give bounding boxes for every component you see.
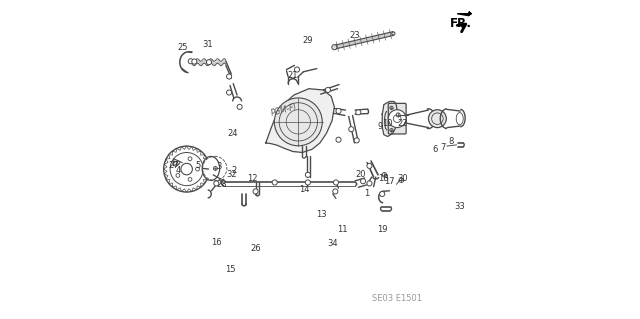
Text: 27: 27 bbox=[168, 161, 179, 170]
Circle shape bbox=[272, 180, 277, 185]
Circle shape bbox=[332, 45, 337, 50]
Text: 16: 16 bbox=[211, 238, 221, 247]
Circle shape bbox=[176, 161, 180, 165]
Circle shape bbox=[428, 110, 446, 128]
Text: 24: 24 bbox=[227, 129, 237, 138]
Text: 34: 34 bbox=[327, 239, 337, 248]
Circle shape bbox=[390, 106, 393, 109]
Text: 7: 7 bbox=[440, 143, 446, 152]
Circle shape bbox=[214, 181, 219, 186]
Circle shape bbox=[188, 177, 192, 181]
Circle shape bbox=[181, 163, 193, 175]
Circle shape bbox=[207, 60, 212, 65]
Circle shape bbox=[349, 127, 354, 132]
Text: 3: 3 bbox=[216, 162, 221, 171]
Circle shape bbox=[237, 104, 242, 109]
Text: 26: 26 bbox=[250, 244, 261, 253]
FancyBboxPatch shape bbox=[388, 103, 406, 134]
Text: 33: 33 bbox=[454, 202, 465, 211]
Text: 23: 23 bbox=[349, 31, 360, 40]
Text: 8: 8 bbox=[449, 137, 454, 146]
Circle shape bbox=[188, 157, 192, 161]
Text: 20: 20 bbox=[356, 170, 366, 179]
Circle shape bbox=[176, 174, 180, 177]
Text: 19: 19 bbox=[377, 225, 387, 234]
Text: 18: 18 bbox=[378, 174, 389, 182]
Text: 10: 10 bbox=[382, 119, 393, 128]
Text: PGM-FI: PGM-FI bbox=[270, 102, 298, 118]
Text: 28: 28 bbox=[216, 180, 227, 189]
Circle shape bbox=[399, 178, 404, 182]
Circle shape bbox=[214, 167, 218, 170]
Text: 17: 17 bbox=[384, 177, 395, 186]
Circle shape bbox=[367, 181, 372, 186]
Polygon shape bbox=[382, 101, 397, 137]
Circle shape bbox=[227, 90, 232, 95]
Text: 1: 1 bbox=[365, 189, 370, 198]
Circle shape bbox=[227, 74, 232, 79]
Circle shape bbox=[360, 179, 365, 184]
Text: 12: 12 bbox=[247, 174, 258, 182]
Circle shape bbox=[392, 32, 395, 35]
Circle shape bbox=[305, 180, 310, 185]
Circle shape bbox=[356, 110, 361, 115]
Text: 32: 32 bbox=[226, 170, 237, 179]
Circle shape bbox=[382, 173, 387, 177]
Text: 30: 30 bbox=[397, 174, 408, 182]
Circle shape bbox=[294, 67, 300, 72]
Circle shape bbox=[336, 137, 341, 142]
Circle shape bbox=[388, 110, 406, 128]
Circle shape bbox=[173, 162, 178, 166]
Polygon shape bbox=[457, 12, 471, 16]
Text: 2: 2 bbox=[232, 166, 237, 175]
Text: 29: 29 bbox=[303, 36, 313, 45]
Circle shape bbox=[275, 98, 322, 146]
Circle shape bbox=[333, 180, 339, 185]
Circle shape bbox=[196, 167, 200, 171]
Text: 5: 5 bbox=[195, 161, 201, 170]
Text: SE03 E1501: SE03 E1501 bbox=[372, 294, 422, 303]
Text: 22: 22 bbox=[397, 119, 408, 128]
Circle shape bbox=[336, 108, 341, 114]
Ellipse shape bbox=[202, 157, 220, 181]
Text: 11: 11 bbox=[337, 225, 348, 234]
Circle shape bbox=[192, 59, 197, 64]
Circle shape bbox=[396, 113, 400, 117]
Text: 6: 6 bbox=[433, 145, 438, 154]
Text: 25: 25 bbox=[177, 43, 188, 52]
Text: 21: 21 bbox=[287, 71, 298, 80]
Circle shape bbox=[333, 189, 338, 194]
Circle shape bbox=[380, 191, 385, 197]
Text: 31: 31 bbox=[202, 40, 213, 48]
Text: 9: 9 bbox=[378, 122, 383, 131]
Text: 15: 15 bbox=[225, 265, 236, 274]
Polygon shape bbox=[334, 32, 394, 49]
Text: 13: 13 bbox=[316, 210, 327, 219]
Circle shape bbox=[305, 172, 310, 177]
Text: 14: 14 bbox=[299, 185, 309, 194]
Circle shape bbox=[390, 129, 393, 132]
Circle shape bbox=[367, 163, 372, 168]
Circle shape bbox=[253, 189, 258, 194]
Text: FR.: FR. bbox=[450, 18, 472, 30]
Text: 4: 4 bbox=[176, 166, 181, 175]
Circle shape bbox=[354, 138, 359, 143]
Polygon shape bbox=[266, 89, 334, 152]
Circle shape bbox=[188, 59, 193, 64]
Circle shape bbox=[325, 87, 330, 93]
